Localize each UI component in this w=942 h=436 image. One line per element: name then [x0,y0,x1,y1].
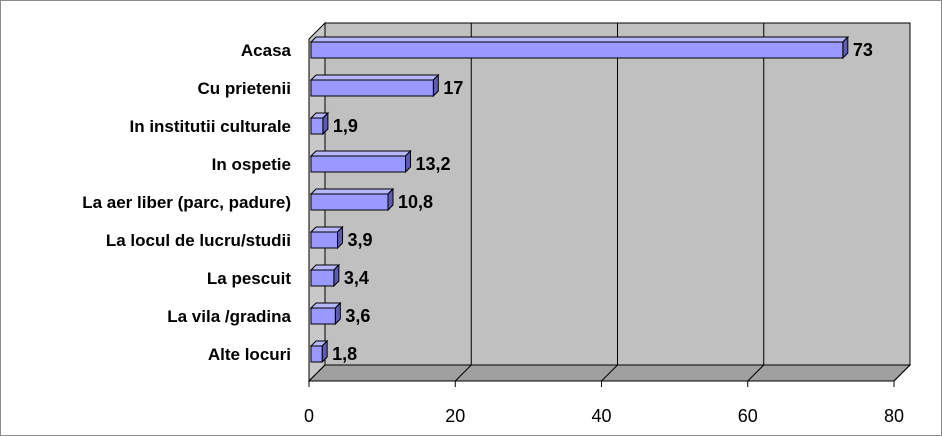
x-tick-label: 80 [884,406,904,426]
floor-gridline [893,364,911,382]
bar [309,111,330,136]
bar-top-face [309,74,440,81]
category-label: In institutii culturale [129,117,291,136]
bar [309,187,395,212]
category-label: Alte locuri [208,345,291,364]
x-tick-label: 40 [591,406,611,426]
bar [309,339,329,364]
category-label: La vila /gradina [167,307,291,326]
value-label: 3,9 [348,230,373,250]
bar [309,73,440,98]
value-labels: 73 17 1,9 13,2 10,8 3,9 3,4 3,6 1,8 [332,40,873,364]
value-label: 17 [443,78,463,98]
bar-front-face [310,155,407,173]
category-label: In ospetie [212,155,291,174]
x-tick-label: 20 [445,406,465,426]
bar [309,301,342,326]
value-label: 13,2 [416,154,451,174]
bar [309,149,412,174]
category-label: La aer liber (parc, padure) [82,193,291,212]
bar-front-face [310,79,434,97]
bar-front-face [310,117,324,135]
value-label: 1,8 [332,344,357,364]
category-label: Cu prietenii [197,79,291,98]
bar-front-face [310,269,335,287]
x-tick-label: 0 [304,406,314,426]
floor-gridline [601,364,618,382]
x-axis-ticks: 0 20 40 60 80 [304,406,904,426]
category-label: La pescuit [207,269,291,288]
bar-front-face [310,307,336,325]
bar-top-face [309,36,850,43]
bar [309,263,341,288]
category-label: La locul de lucru/studii [106,231,291,250]
bar [309,35,850,60]
bar-front-face [310,41,844,59]
bar [309,225,344,250]
value-label: 3,4 [344,268,369,288]
category-labels: Acasa Cu prietenii In institutii culturale… [82,41,291,364]
floor-gridline [308,364,326,382]
value-label: 10,8 [398,192,433,212]
value-label: 3,6 [345,306,370,326]
bar-front-face [310,345,323,363]
value-label: 1,9 [333,116,358,136]
bar-front-face [310,193,389,211]
category-label: Acasa [241,41,292,60]
bars [309,35,850,364]
bar-front-face [310,231,339,249]
value-label: 73 [853,40,873,60]
grid-lines [308,23,911,387]
x-tick-label: 60 [738,406,758,426]
bar-top-face [309,150,412,157]
bar-top-face [309,188,395,195]
floor-gridline [454,364,472,382]
floor-gridline [747,364,765,382]
